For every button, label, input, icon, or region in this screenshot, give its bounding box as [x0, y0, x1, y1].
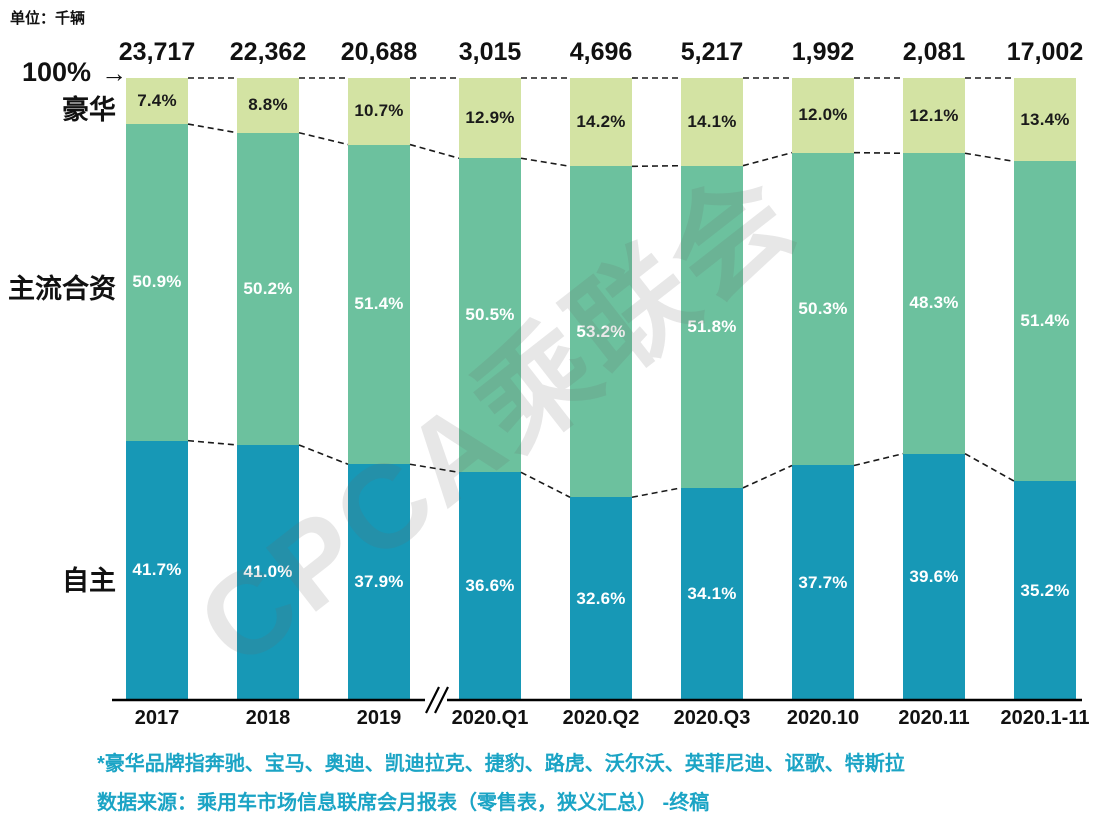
segment-label-own: 37.9%	[354, 572, 404, 592]
series-label-luxury: 豪华	[62, 95, 116, 125]
segment-jv: 51.8%	[681, 165, 743, 488]
segment-own: 37.7%	[792, 465, 854, 700]
total-label-2019: 20,688	[340, 38, 418, 66]
x-axis-label-2020.11: 2020.11	[898, 707, 970, 729]
segment-label-own: 36.6%	[465, 576, 515, 596]
segment-luxury: 12.1%	[903, 78, 965, 154]
segment-label-own: 37.7%	[798, 572, 848, 592]
segment-luxury: 8.8%	[237, 78, 299, 133]
segment-luxury: 10.7%	[348, 78, 410, 145]
x-axis-label-2017: 2017	[134, 707, 180, 729]
bar-2017: 7.4% 50.9% 41.7%	[126, 78, 188, 700]
segment-label-jv: 50.3%	[798, 299, 848, 319]
segment-luxury: 7.4%	[126, 78, 188, 125]
footnote-data-source: 数据来源：乘用车市场信息联席会月报表（零售表，狭义汇总） -终稿	[97, 792, 710, 814]
segment-luxury: 13.4%	[1014, 78, 1076, 162]
segment-own: 34.1%	[681, 487, 743, 700]
x-axis-label-2019: 2019	[356, 707, 402, 729]
segment-label-jv: 53.2%	[576, 321, 626, 341]
segment-label-jv: 50.5%	[465, 305, 515, 325]
segment-label-jv: 48.3%	[909, 293, 959, 313]
segment-label-jv: 50.9%	[132, 272, 182, 292]
segment-jv: 53.2%	[570, 166, 632, 498]
unit-label: 单位：千辆	[10, 10, 86, 27]
segment-label-luxury: 8.8%	[248, 95, 288, 115]
segment-own: 35.2%	[1014, 481, 1076, 700]
bar-2019: 10.7% 51.4% 37.9%	[348, 78, 410, 700]
footnote-luxury-brands: *豪华品牌指奔驰、宝马、奥迪、凯迪拉克、捷豹、路虎、沃尔沃、英菲尼迪、讴歌、特斯…	[97, 753, 905, 775]
segment-label-own: 35.2%	[1020, 580, 1070, 600]
y-axis-100-label: 100% →	[22, 57, 127, 88]
segment-luxury: 14.1%	[681, 78, 743, 166]
total-label-2020.Q2: 4,696	[569, 38, 633, 66]
segment-jv: 51.4%	[348, 144, 410, 465]
total-label-2017: 23,717	[118, 38, 196, 66]
segment-own: 41.0%	[237, 444, 299, 700]
total-label-2018: 22,362	[229, 38, 307, 66]
segment-label-jv: 51.8%	[687, 316, 737, 336]
bar-2020.Q3: 14.1% 51.8% 34.1%	[681, 78, 743, 700]
bar-2020.11: 12.1% 48.3% 39.6%	[903, 78, 965, 700]
total-label-2020.1-11: 17,002	[1006, 38, 1084, 66]
segment-label-luxury: 12.1%	[909, 105, 959, 125]
segment-label-own: 34.1%	[687, 583, 737, 603]
segment-luxury: 12.0%	[792, 78, 854, 153]
segment-label-luxury: 10.7%	[354, 101, 404, 121]
segment-label-luxury: 12.0%	[798, 105, 848, 125]
series-label-own: 自主	[62, 566, 116, 596]
segment-label-jv: 50.2%	[243, 278, 293, 298]
x-axis-label-2018: 2018	[245, 707, 291, 729]
segment-jv: 50.5%	[459, 158, 521, 473]
segment-label-luxury: 7.4%	[137, 91, 177, 110]
segment-own: 32.6%	[570, 497, 632, 700]
bar-2020.10: 12.0% 50.3% 37.7%	[792, 78, 854, 700]
segment-luxury: 14.2%	[570, 78, 632, 167]
bar-2018: 8.8% 50.2% 41.0%	[237, 78, 299, 700]
bar-2020.1-11: 13.4% 51.4% 35.2%	[1014, 78, 1076, 700]
x-axis-label-2020.1-11: 2020.1-11	[1000, 707, 1090, 729]
segment-label-luxury: 12.9%	[465, 108, 515, 128]
segment-label-own: 41.7%	[132, 560, 182, 580]
x-axis-label-2020.Q3: 2020.Q3	[673, 707, 751, 729]
total-label-2020.10: 1,992	[791, 38, 855, 66]
segment-own: 41.7%	[126, 440, 188, 700]
series-label-jv: 主流合资	[8, 274, 116, 304]
segment-label-jv: 51.4%	[1020, 311, 1070, 331]
segment-label-own: 39.6%	[909, 566, 959, 586]
segment-own: 37.9%	[348, 464, 410, 700]
segment-jv: 48.3%	[903, 153, 965, 454]
x-axis-label-2020.Q1: 2020.Q1	[451, 707, 529, 729]
segment-label-jv: 51.4%	[354, 294, 404, 314]
segment-own: 39.6%	[903, 453, 965, 700]
segment-jv: 50.9%	[126, 124, 188, 441]
segment-jv: 50.3%	[792, 152, 854, 466]
segment-label-luxury: 13.4%	[1020, 109, 1070, 129]
segment-jv: 51.4%	[1014, 161, 1076, 482]
right-arrow-icon: →	[101, 57, 128, 88]
segment-luxury: 12.9%	[459, 78, 521, 159]
segment-label-luxury: 14.1%	[687, 111, 737, 131]
total-label-2020.11: 2,081	[902, 38, 966, 66]
x-axis-label-2020.10: 2020.10	[786, 707, 860, 729]
segment-label-luxury: 14.2%	[576, 112, 626, 132]
bar-2020.Q2: 14.2% 53.2% 32.6%	[570, 78, 632, 700]
segment-label-own: 41.0%	[243, 562, 293, 582]
segment-jv: 50.2%	[237, 132, 299, 445]
total-label-2020.Q1: 3,015	[458, 38, 522, 66]
bar-2020.Q1: 12.9% 50.5% 36.6%	[459, 78, 521, 700]
y-100-text: 100%	[22, 57, 92, 87]
total-label-2020.Q3: 5,217	[680, 38, 744, 66]
x-axis-label-2020.Q2: 2020.Q2	[562, 707, 640, 729]
segment-label-own: 32.6%	[576, 588, 626, 608]
segment-own: 36.6%	[459, 472, 521, 700]
